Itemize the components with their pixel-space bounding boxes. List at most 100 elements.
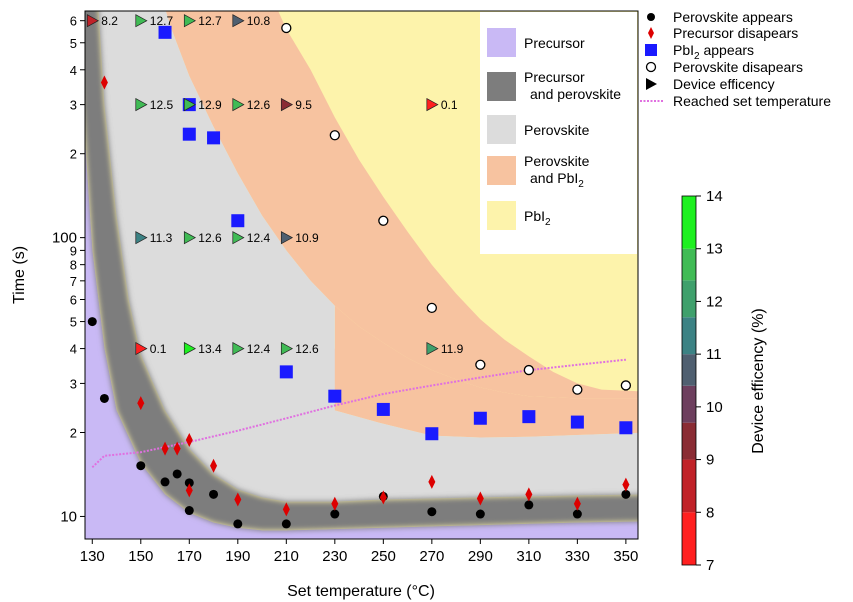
colorbar-label: Device efficency (%) <box>750 308 767 454</box>
efficiency-label: 12.7 <box>150 14 174 28</box>
perovskite-appears-point <box>88 317 97 326</box>
region-legend-label: Precursor <box>524 69 585 85</box>
efficiency-label: 10.9 <box>295 231 319 245</box>
perovskite-appears-point <box>100 394 109 403</box>
x-tick-label: 150 <box>128 548 153 565</box>
pbi2-appears-point <box>207 131 220 144</box>
efficiency-label: 9.5 <box>295 98 312 112</box>
efficiency-label: 12.4 <box>247 342 271 356</box>
region-legend-label: Perovskite <box>524 153 590 169</box>
y-tick-label: 100 <box>52 230 77 247</box>
perovskite-disappears-point <box>330 131 339 140</box>
pbi2-appears-point <box>377 403 390 416</box>
series-legend-label: Reached set temperature <box>673 93 831 109</box>
efficiency-label: 12.7 <box>198 14 222 28</box>
x-axis-label: Set temperature (°C) <box>287 583 435 600</box>
y-tick-label: 6 <box>70 14 77 29</box>
y-tick-label: 4 <box>70 63 77 78</box>
efficiency-label: 12.6 <box>247 98 271 112</box>
y-axis-label: Time (s) <box>11 246 28 304</box>
colorbar-band <box>682 460 696 513</box>
efficiency-label: 12.6 <box>295 342 319 356</box>
perovskite-appears-point <box>173 469 182 478</box>
plot-area: 8.2 12.7 12.7 10.8 12.5 12.9 12.6 9.5 0.1 11.3 12.… <box>20 0 651 560</box>
series-legend-label: Device efficency <box>673 76 775 92</box>
pbi2-appears-point <box>571 416 584 429</box>
perovskite-appears-point <box>136 461 145 470</box>
x-tick-label: 270 <box>419 548 444 565</box>
perovskite-disappears-point <box>282 23 291 32</box>
efficiency-label: 8.2 <box>101 14 118 28</box>
pbi2-appears-point <box>328 390 341 403</box>
y-tick-label: 5 <box>70 315 77 330</box>
efficiency-label: 12.6 <box>198 231 222 245</box>
region-legend-swatch <box>487 72 516 101</box>
region-legend-swatch <box>487 156 516 185</box>
colorbar-band <box>682 249 696 281</box>
perovskite-appears-point <box>233 519 242 528</box>
perovskite-disappears-point <box>476 360 485 369</box>
y-tick-label: 8 <box>70 258 77 273</box>
pbi2-appears-point <box>231 214 244 227</box>
y-tick-label: 10 <box>60 508 77 525</box>
colorbar-tick-label: 12 <box>706 293 723 310</box>
perovskite-appears-point <box>185 506 194 515</box>
series-legend-label: Perovskite disapears <box>673 59 803 75</box>
colorbar-tick-label: 13 <box>706 241 723 258</box>
region-legend-label: Precursor <box>524 35 585 51</box>
y-tick-label: 3 <box>70 98 77 113</box>
legend-square-marker <box>645 44 657 56</box>
colorbar: 7891011121314 <box>682 188 723 574</box>
region-legend-label: and perovskite <box>530 86 621 102</box>
x-tick-label: 290 <box>468 548 493 565</box>
perovskite-appears-point <box>161 477 170 486</box>
colorbar-tick-label: 8 <box>706 504 714 521</box>
colorbar-band <box>682 512 696 565</box>
region-legend-swatch <box>487 201 516 230</box>
perovskite-appears-point <box>282 519 291 528</box>
perovskite-appears-point <box>476 510 485 519</box>
legend-triangle-marker <box>646 78 657 90</box>
perovskite-appears-point <box>330 510 339 519</box>
region-legend-label: Perovskite <box>524 122 590 138</box>
efficiency-label: 10.8 <box>247 14 271 28</box>
perovskite-appears-point <box>209 490 218 499</box>
pbi2-appears-point <box>474 412 487 425</box>
efficiency-label: 13.4 <box>198 342 222 356</box>
perovskite-disappears-point <box>573 385 582 394</box>
y-tick-label: 5 <box>70 36 77 51</box>
colorbar-band <box>682 423 696 460</box>
colorbar-band <box>682 354 696 386</box>
x-tick-label: 190 <box>225 548 250 565</box>
y-tick-label: 3 <box>70 376 77 391</box>
x-tick-label: 330 <box>565 548 590 565</box>
series-legend-label: Perovskite appears <box>673 9 793 25</box>
colorbar-band <box>682 196 696 249</box>
x-tick-label: 250 <box>371 548 396 565</box>
y-tick-label: 7 <box>70 274 77 289</box>
colorbar-band <box>682 317 696 354</box>
perovskite-appears-point <box>573 510 582 519</box>
pbi2-appears-point <box>619 421 632 434</box>
pbi2-appears-point <box>280 365 293 378</box>
colorbar-tick-label: 9 <box>706 452 714 469</box>
perovskite-appears-point <box>524 500 533 509</box>
colorbar-tick-label: 7 <box>706 557 714 574</box>
perovskite-disappears-point <box>621 381 630 390</box>
legend-diamond-marker <box>648 27 654 39</box>
region-legend-swatch <box>487 115 516 144</box>
y-tick-label: 2 <box>70 147 77 162</box>
region-legend-swatch <box>487 28 516 57</box>
colorbar-band <box>682 386 696 423</box>
perovskite-disappears-point <box>524 366 533 375</box>
x-tick-label: 350 <box>613 548 638 565</box>
x-tick-label: 130 <box>80 548 105 565</box>
x-tick-label: 310 <box>516 548 541 565</box>
perovskite-disappears-point <box>427 303 436 312</box>
series-legend-label: Precursor disapears <box>673 25 798 41</box>
x-tick-label: 210 <box>274 548 299 565</box>
colorbar-tick-label: 10 <box>706 399 723 416</box>
